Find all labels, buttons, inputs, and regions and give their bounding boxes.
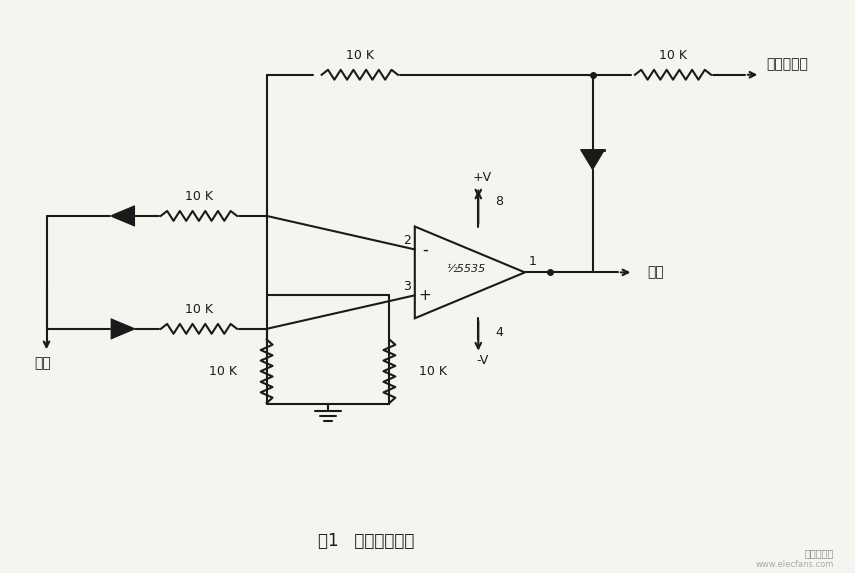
Text: 4: 4 xyxy=(495,326,503,339)
Text: 负极性电压: 负极性电压 xyxy=(766,57,808,71)
Text: 10 K: 10 K xyxy=(185,303,213,316)
Text: 输入: 输入 xyxy=(34,356,50,371)
Polygon shape xyxy=(112,207,133,225)
Text: 8: 8 xyxy=(495,195,504,209)
Text: -V: -V xyxy=(476,354,489,367)
Text: www.elecfans.com: www.elecfans.com xyxy=(756,560,834,569)
Text: ½5535: ½5535 xyxy=(446,264,486,274)
Text: 输出: 输出 xyxy=(647,265,664,280)
Text: +V: +V xyxy=(473,171,492,183)
Text: 1: 1 xyxy=(529,256,537,268)
Text: 3: 3 xyxy=(403,280,410,293)
Text: 电子发烧友: 电子发烧友 xyxy=(805,548,834,558)
Text: +: + xyxy=(419,288,431,303)
Text: 2: 2 xyxy=(403,234,410,247)
Text: 10 K: 10 K xyxy=(659,49,687,62)
Text: 图1   绝对值放大器: 图1 绝对值放大器 xyxy=(317,532,414,550)
Text: 10 K: 10 K xyxy=(345,49,374,62)
Polygon shape xyxy=(581,150,604,168)
Polygon shape xyxy=(112,320,133,338)
Text: 10 K: 10 K xyxy=(419,364,447,378)
Text: 10 K: 10 K xyxy=(185,190,213,203)
Text: -: - xyxy=(422,241,428,258)
Text: 10 K: 10 K xyxy=(209,364,237,378)
